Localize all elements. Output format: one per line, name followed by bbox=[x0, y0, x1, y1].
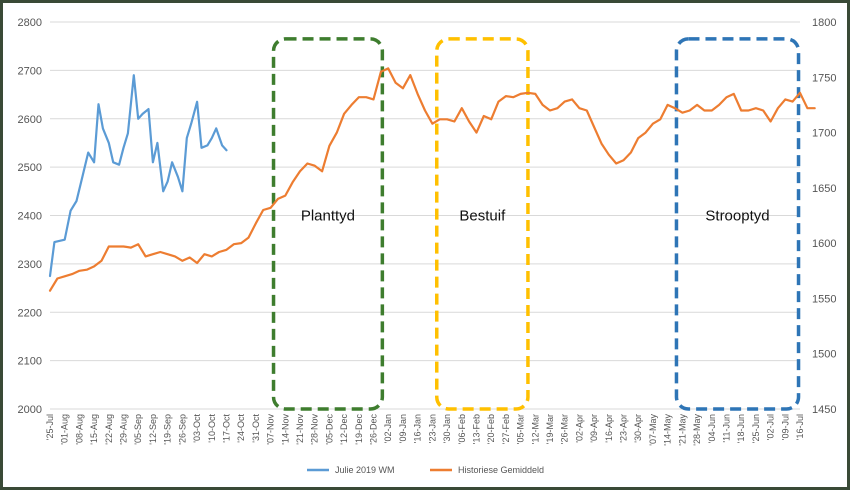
y2-tick-label: 1650 bbox=[812, 183, 836, 195]
x-tick-label: '07-Nov bbox=[266, 414, 276, 445]
y-tick-label: 2500 bbox=[18, 162, 42, 174]
annotation-box bbox=[435, 37, 530, 411]
x-axis: '25-Jul '01-Aug '08-Aug '15-Aug '22-Aug '29-A… bbox=[45, 414, 805, 446]
y-tick-label: 2400 bbox=[18, 211, 42, 223]
x-tick-label: '05-Sep bbox=[133, 414, 143, 445]
x-tick-label: '19-Dec bbox=[354, 414, 364, 445]
x-tick-label: '27-Feb bbox=[501, 414, 511, 444]
annotation-label: Bestuif bbox=[459, 208, 506, 225]
series-lines bbox=[48, 67, 816, 292]
x-tick-label: '26-Sep bbox=[177, 414, 187, 445]
x-tick-label: '16-Jul bbox=[795, 414, 805, 440]
x-tick-label: '11-Jun bbox=[721, 414, 731, 443]
x-tick-label: '03-Oct bbox=[192, 414, 202, 443]
y2-tick-label: 1750 bbox=[812, 72, 836, 84]
y-tick-label: 2100 bbox=[18, 356, 42, 368]
x-tick-label: '26-Mar bbox=[560, 414, 570, 444]
series-line bbox=[48, 67, 816, 292]
y-tick-label: 2300 bbox=[18, 259, 42, 271]
x-tick-label: '21-Nov bbox=[295, 414, 305, 445]
x-tick-label: '25-Jun bbox=[751, 414, 761, 443]
series-line bbox=[48, 74, 228, 278]
x-tick-label: '21-May bbox=[677, 414, 687, 446]
x-tick-label: '05-Mar bbox=[516, 414, 526, 444]
x-tick-label: '02-Apr bbox=[574, 414, 584, 443]
right-y-axis: 1450 1500 1550 1600 1650 1700 1750 1800 bbox=[812, 17, 836, 416]
x-tick-label: '16-Jan bbox=[413, 414, 423, 443]
x-tick-label: '10-Oct bbox=[207, 414, 217, 443]
x-tick-label: '22-Aug bbox=[104, 414, 114, 445]
y2-tick-label: 1500 bbox=[812, 349, 836, 361]
left-y-axis: 2000 2100 2200 2300 2400 2500 2600 2700 2800 bbox=[18, 17, 42, 416]
y2-tick-label: 1800 bbox=[812, 17, 836, 29]
gridlines bbox=[50, 21, 800, 410]
x-tick-label: '23-Apr bbox=[619, 414, 629, 443]
annotation-box bbox=[674, 37, 801, 411]
y2-tick-label: 1600 bbox=[812, 238, 836, 250]
x-tick-label: '12-Sep bbox=[148, 414, 158, 445]
y-tick-label: 2000 bbox=[18, 404, 42, 416]
y2-tick-label: 1550 bbox=[812, 293, 836, 305]
x-tick-label: '17-Oct bbox=[221, 414, 231, 443]
x-tick-label: '19-Mar bbox=[545, 414, 555, 444]
x-tick-label: '15-Aug bbox=[89, 414, 99, 445]
x-tick-label: '26-Dec bbox=[369, 414, 379, 445]
x-tick-label: '08-Aug bbox=[74, 414, 84, 445]
x-tick-label: '25-Jul bbox=[45, 414, 55, 440]
x-tick-label: '06-Feb bbox=[457, 414, 467, 444]
y-tick-label: 2200 bbox=[18, 307, 42, 319]
x-tick-label: '28-May bbox=[692, 414, 702, 446]
x-tick-label: '23-Jan bbox=[427, 414, 437, 443]
x-tick-label: '18-Jun bbox=[736, 414, 746, 443]
legend-label: Historiese Gemiddeld bbox=[458, 465, 544, 475]
x-tick-label: '05-Dec bbox=[324, 414, 334, 445]
x-tick-label: '19-Sep bbox=[163, 414, 173, 445]
x-tick-label: '07-May bbox=[648, 414, 658, 446]
x-tick-label: '30-Jan bbox=[442, 414, 452, 443]
x-tick-label: '09-Jan bbox=[398, 414, 408, 443]
x-tick-label: '12-Dec bbox=[339, 414, 349, 445]
x-tick-label: '04-Jun bbox=[707, 414, 717, 443]
y-tick-label: 2600 bbox=[18, 114, 42, 126]
legend: Julie 2019 WM Historiese Gemiddeld bbox=[307, 465, 544, 475]
x-tick-label: '20-Feb bbox=[486, 414, 496, 444]
y-tick-label: 2800 bbox=[18, 17, 42, 29]
annotation-label: Strooptyd bbox=[705, 208, 769, 225]
x-tick-label: '13-Feb bbox=[471, 414, 481, 444]
x-tick-label: '02-Jul bbox=[766, 414, 776, 440]
annotation-box bbox=[271, 37, 385, 411]
season-annotations: Planttyd Bestuif Strooptyd bbox=[271, 37, 801, 411]
y-tick-label: 2700 bbox=[18, 65, 42, 77]
x-tick-label: '14-May bbox=[663, 414, 673, 446]
x-tick-label: '16-Apr bbox=[604, 414, 614, 443]
annotation-label: Planttyd bbox=[301, 208, 355, 225]
x-tick-label: '30-Apr bbox=[633, 414, 643, 443]
x-tick-label: '31-Oct bbox=[251, 414, 261, 443]
x-tick-label: '01-Aug bbox=[60, 414, 70, 445]
x-tick-label: '09-Jul bbox=[780, 414, 790, 440]
y2-tick-label: 1700 bbox=[812, 128, 836, 140]
x-tick-label: '28-Nov bbox=[310, 414, 320, 445]
y2-tick-label: 1450 bbox=[812, 404, 836, 416]
legend-label: Julie 2019 WM bbox=[335, 465, 395, 475]
x-tick-label: '29-Aug bbox=[119, 414, 129, 445]
x-tick-label: '09-Apr bbox=[589, 414, 599, 443]
x-tick-label: '14-Nov bbox=[280, 414, 290, 445]
x-tick-label: '12-Mar bbox=[530, 414, 540, 444]
x-tick-label: '24-Oct bbox=[236, 414, 246, 443]
x-tick-label: '02-Jan bbox=[383, 414, 393, 443]
